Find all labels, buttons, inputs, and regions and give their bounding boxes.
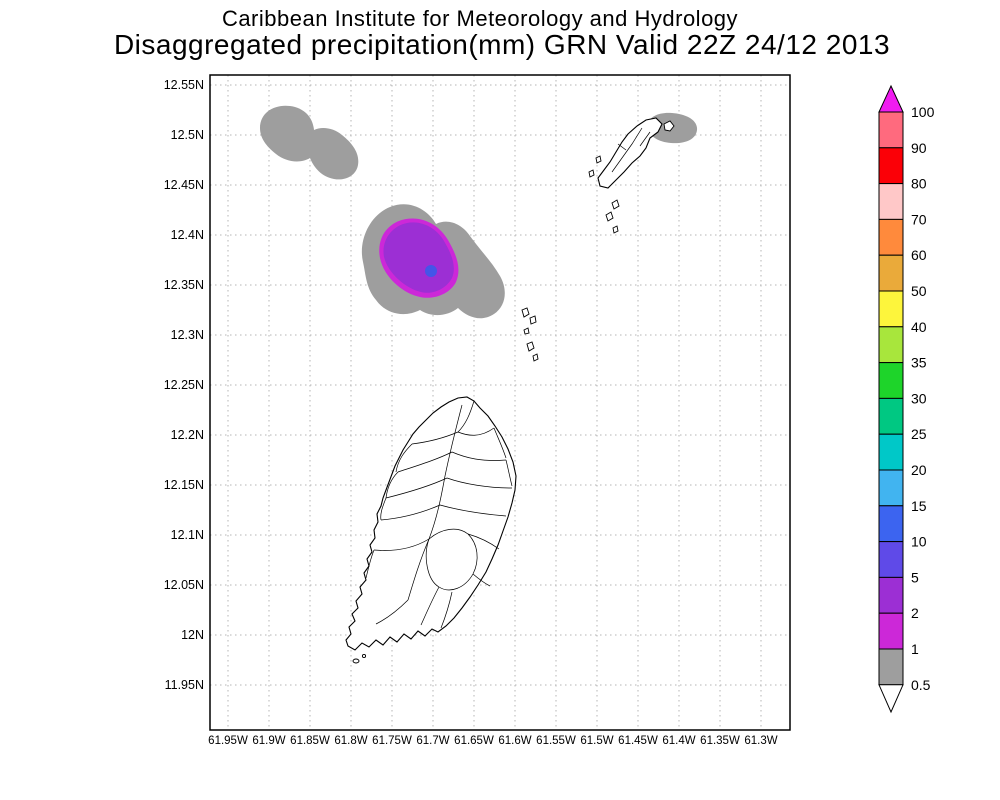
colorbar-arrow-above-max — [878, 84, 904, 113]
grenadine-islet-1 — [595, 155, 602, 164]
ronde-islet-5 — [532, 353, 539, 362]
x-axis-label: 61.6W — [498, 735, 531, 747]
y-axis-label: 12.15N — [164, 478, 204, 492]
colorbar-label: 20 — [911, 462, 927, 478]
ronde-islet-2 — [529, 315, 537, 325]
y-axis-label: 12N — [181, 628, 204, 642]
colorbar-label: 40 — [911, 319, 927, 335]
y-axis-label: 12.55N — [164, 78, 204, 92]
colorbar-segment — [878, 218, 904, 256]
x-axis-label: 61.5W — [580, 735, 613, 747]
colorbar-label: 10 — [911, 534, 927, 550]
y-axis-label: 12.35N — [164, 278, 204, 292]
colorbar: 100 90 80 70 60 50 40 35 30 25 20 15 10 … — [878, 84, 935, 714]
colorbar-segment — [878, 469, 904, 507]
grenadine-islet-5 — [612, 225, 619, 234]
colorbar-label: 30 — [911, 390, 927, 406]
ronde-islet-1 — [521, 307, 530, 318]
grenada-coastline — [345, 396, 517, 651]
colorbar-segment — [878, 541, 904, 578]
y-axis-label: 11.95N — [165, 678, 204, 692]
colorbar-label: 0.5 — [911, 677, 931, 693]
colorbar-label: 15 — [911, 498, 927, 514]
y-axis-label: 12.5N — [171, 128, 204, 142]
grenada-island — [345, 396, 517, 664]
carriacou-coastline — [597, 117, 663, 189]
colorbar-label: 100 — [911, 104, 935, 120]
y-axis-label: 12.25N — [164, 378, 204, 392]
colorbar-segment — [878, 111, 904, 149]
x-axis-label: 61.55W — [536, 735, 576, 747]
precip-area-moderate-central — [383, 222, 454, 293]
grenadine-islet-2 — [588, 169, 595, 178]
colorbar-segment — [878, 183, 904, 220]
x-axis-label: 61.45W — [618, 735, 658, 747]
x-axis-label: 61.35W — [700, 735, 740, 747]
colorbar-segment — [878, 254, 904, 292]
colorbar-segment — [878, 362, 904, 399]
carriacou-watershed-boundaries — [611, 127, 651, 173]
grenada-watershed-boundaries — [365, 400, 513, 629]
colorbar-segment — [878, 576, 904, 614]
y-axis-label: 12.05N — [164, 578, 204, 592]
colorbar-label: 2 — [911, 605, 919, 621]
south-islet — [361, 653, 367, 659]
y-axis-label: 12.3N — [171, 328, 204, 342]
colorbar-segment — [878, 147, 904, 185]
colorbar-segment — [878, 648, 904, 686]
ronde-islet-3 — [523, 327, 530, 335]
x-axis-label: 61.4W — [662, 735, 695, 747]
x-axis-label: 61.95W — [208, 735, 248, 747]
colorbar-label: 35 — [911, 355, 927, 371]
colorbar-segment — [878, 505, 904, 543]
map-frame — [209, 74, 791, 731]
glover-islet — [352, 658, 360, 664]
x-axis-label: 61.65W — [454, 735, 494, 747]
petite-martinique-islet — [663, 120, 675, 132]
plot-title: Disaggregated precipitation(mm) GRN Vali… — [114, 29, 890, 60]
x-axis: 61.95W 61.9W 61.85W 61.8W 61.75W 61.7W 6… — [208, 735, 778, 747]
colorbar-label: 90 — [911, 140, 927, 156]
institute-title: Caribbean Institute for Meteorology and … — [222, 6, 738, 31]
x-axis-label: 61.8W — [334, 735, 367, 747]
colorbar-segment — [878, 433, 904, 471]
ronde-island-group — [521, 307, 539, 362]
precip-area-light-northwest — [260, 105, 359, 180]
x-axis-label: 61.75W — [372, 735, 412, 747]
y-axis: 12.55N 12.5N 12.45N 12.4N 12.35N 12.3N 1… — [164, 78, 204, 692]
colorbar-segment — [878, 397, 904, 435]
grenadine-islet-4 — [605, 211, 614, 222]
y-axis-label: 12.4N — [171, 228, 204, 242]
colorbar-label: 5 — [911, 569, 919, 585]
grenadine-islands — [588, 117, 675, 234]
ronde-islet-4 — [526, 341, 535, 352]
lat-lon-grid — [210, 75, 790, 730]
x-axis-label: 61.7W — [416, 735, 449, 747]
x-axis-label: 61.3W — [744, 735, 777, 747]
colorbar-label: 1 — [911, 641, 919, 657]
precip-area-core-maximum — [425, 265, 437, 277]
colorbar-label: 80 — [911, 176, 927, 192]
y-axis-label: 12.45N — [164, 178, 204, 192]
colorbar-arrow-below-min — [878, 684, 904, 714]
colorbar-segment — [878, 612, 904, 650]
grenadine-islet-3 — [611, 199, 620, 210]
colorbar-label: 25 — [911, 426, 927, 442]
x-axis-label: 61.85W — [290, 735, 330, 747]
colorbar-segment — [878, 326, 904, 364]
y-axis-label: 12.1N — [171, 528, 204, 542]
colorbar-label: 70 — [911, 211, 927, 227]
colorbar-label: 60 — [911, 247, 927, 263]
colorbar-label: 50 — [911, 283, 927, 299]
y-axis-label: 12.2N — [171, 428, 204, 442]
x-axis-label: 61.9W — [252, 735, 285, 747]
colorbar-segment — [878, 290, 904, 328]
